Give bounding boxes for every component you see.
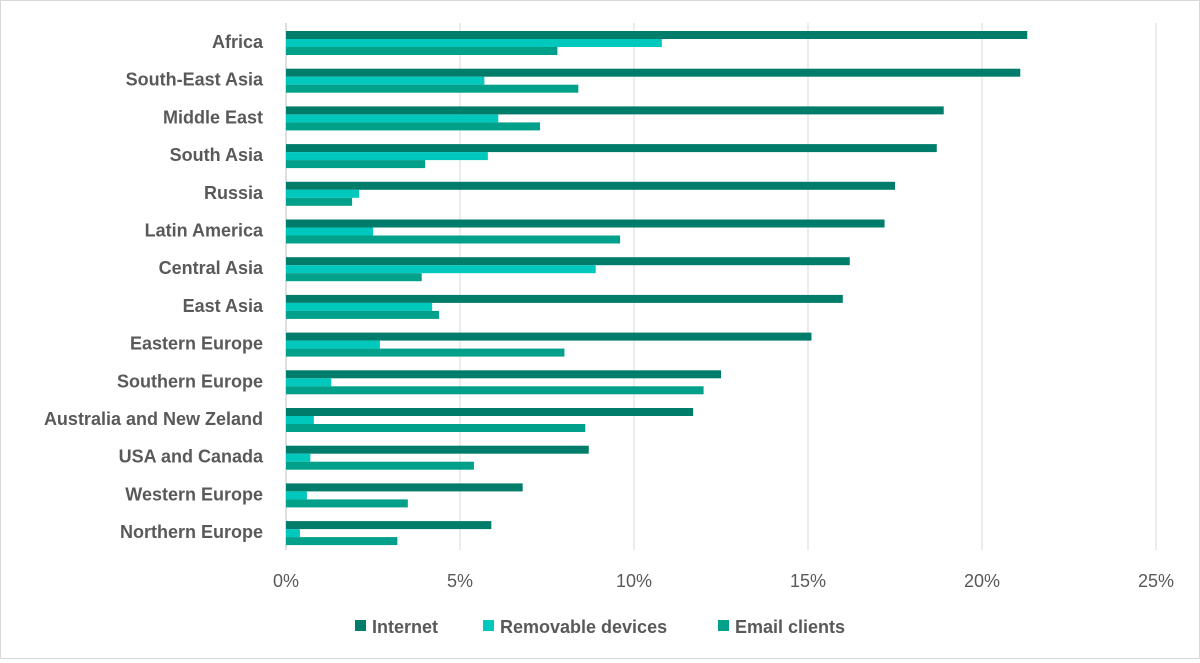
category-label: Russia [204, 183, 264, 203]
category-label: Australia and New Zeland [44, 409, 263, 429]
bar-removable-devices [286, 416, 314, 424]
bar-removable-devices [286, 114, 499, 123]
bar-internet [286, 257, 850, 266]
bar-email-clients [286, 197, 353, 206]
bar-internet [286, 219, 885, 228]
category-label: Eastern Europe [130, 334, 263, 354]
bar-email-clients [286, 537, 398, 546]
bar-removable-devices [286, 491, 307, 500]
bar-internet [286, 294, 843, 303]
category-label: Middle East [163, 107, 263, 127]
category-label: South-East Asia [126, 70, 264, 90]
bar-email-clients [286, 47, 558, 55]
x-tick-label: 0% [273, 571, 299, 591]
bar-internet [286, 408, 694, 416]
bar-email-clients [286, 348, 565, 357]
bar-removable-devices [286, 265, 596, 274]
bar-email-clients [286, 461, 474, 470]
bar-internet [286, 370, 721, 379]
bar-removable-devices [286, 152, 488, 161]
bar-email-clients [286, 84, 579, 93]
bar-removable-devices [286, 378, 332, 387]
legend-label: Removable devices [500, 617, 667, 637]
bar-email-clients [286, 122, 541, 131]
legend-label: Email clients [735, 617, 845, 637]
x-tick-label: 25% [1138, 571, 1174, 591]
category-label: Western Europe [125, 484, 263, 504]
bar-removable-devices [286, 227, 373, 236]
x-tick-label: 10% [616, 571, 652, 591]
category-label: South Asia [170, 145, 264, 165]
category-label: Central Asia [159, 258, 264, 278]
bar-removable-devices [286, 453, 311, 462]
bar-email-clients [286, 273, 422, 282]
bar-removable-devices [286, 76, 485, 85]
bar-email-clients [286, 424, 586, 432]
legend-label: Internet [372, 617, 438, 637]
bar-removable-devices [286, 39, 662, 47]
bar-email-clients [286, 499, 408, 508]
category-label: Southern Europe [117, 371, 263, 391]
category-label: USA and Canada [119, 447, 264, 467]
legend-swatch [718, 620, 729, 631]
bar-email-clients [286, 235, 621, 244]
category-label: Latin America [145, 221, 264, 241]
bar-removable-devices [286, 302, 433, 311]
bar-internet [286, 106, 944, 115]
legend-swatch [483, 620, 494, 631]
category-label: Northern Europe [120, 522, 263, 542]
x-tick-label: 15% [790, 571, 826, 591]
bar-internet [286, 332, 812, 341]
category-label: Africa [212, 32, 264, 52]
bar-removable-devices [286, 340, 380, 349]
bar-internet [286, 521, 492, 530]
bar-internet [286, 483, 523, 492]
bar-email-clients [286, 310, 440, 319]
bar-removable-devices [286, 529, 300, 538]
legend-swatch [355, 620, 366, 631]
x-tick-label: 5% [447, 571, 473, 591]
bar-internet [286, 181, 895, 190]
bar-internet [286, 144, 937, 153]
bar-email-clients [286, 160, 426, 169]
bar-removable-devices [286, 189, 360, 198]
bar-internet [286, 31, 1028, 39]
x-tick-label: 20% [964, 571, 1000, 591]
bar-email-clients [286, 386, 704, 395]
bar-internet [286, 445, 589, 454]
bar-internet [286, 68, 1021, 77]
category-label: East Asia [183, 296, 264, 316]
